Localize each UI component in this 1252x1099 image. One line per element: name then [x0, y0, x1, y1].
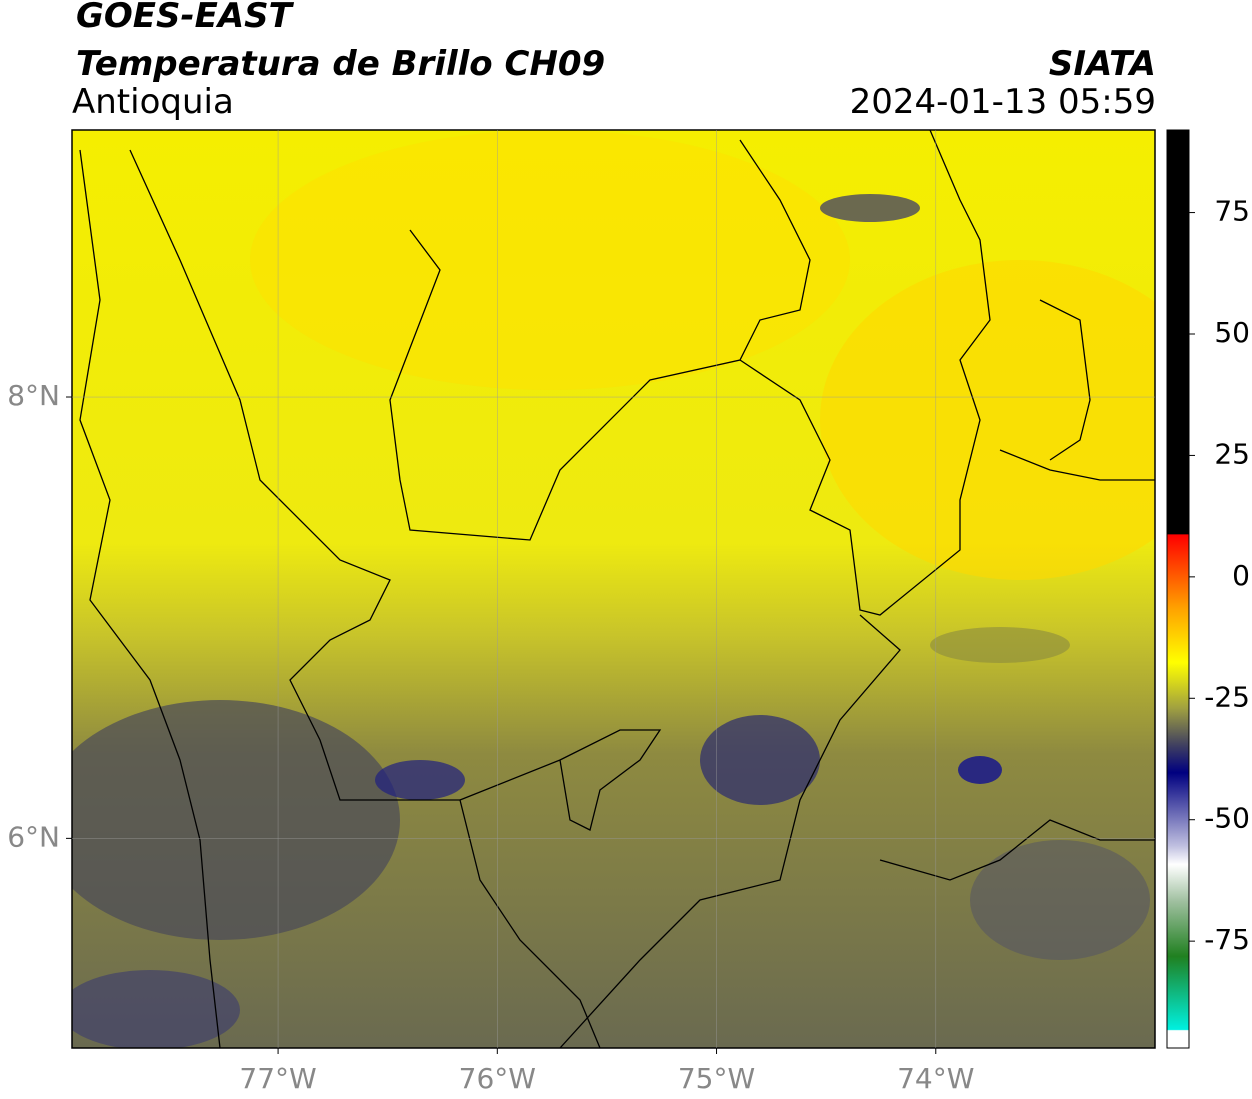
datetime: 2024-01-13 05:59 [849, 82, 1156, 122]
y-tick-label: 6°N [7, 820, 60, 853]
colorbar-tick-label: -25 [1204, 680, 1250, 713]
colorbar-tick-label: 75 [1214, 195, 1250, 228]
map-frame [71, 129, 1156, 1049]
x-tick-label: 76°W [459, 1062, 536, 1095]
colorbar [1166, 129, 1190, 1049]
x-tick-label: 75°W [678, 1062, 755, 1095]
x-tick-label: 77°W [239, 1062, 316, 1095]
x-tick-label: 74°W [897, 1062, 974, 1095]
y-tick-label: 8°N [7, 379, 60, 412]
colorbar-tick-label: 25 [1214, 437, 1250, 470]
title: GOES-EAST [76, 0, 292, 36]
subtitle: Temperatura de Brillo CH09 [76, 44, 606, 84]
region: Antioquia [72, 82, 234, 122]
colorbar-tick-label: 50 [1214, 316, 1250, 349]
source: SIATA [1048, 44, 1156, 84]
colorbar-tick-label: -75 [1204, 923, 1250, 956]
colorbar-tick-label: -50 [1204, 802, 1250, 835]
satellite-image [72, 130, 1155, 1048]
colorbar-tick-label: 0 [1232, 559, 1250, 592]
